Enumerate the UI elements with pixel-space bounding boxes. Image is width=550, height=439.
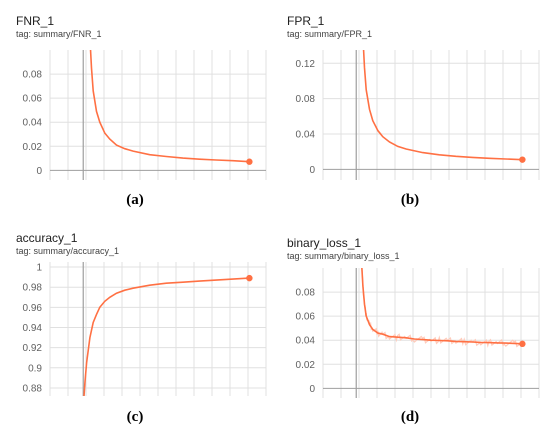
chart-tag: tag: summary/FPR_1 [287,29,373,39]
series-line [83,277,250,396]
y-tick-label: 0 [309,165,315,176]
y-tick-label: 1 [36,263,42,274]
fnr-chart: 0 0.02 0.04 0.06 0.08 [23,50,267,180]
y-tick-label: 0.04 [296,130,316,141]
series-line [362,50,523,161]
y-tick-label: 0.04 [23,118,43,129]
chart-title: FPR_1 [287,14,325,28]
caption-text: (a) [126,192,144,208]
chart-title: binary_loss_1 [287,236,362,250]
chart-tag: tag: summary/accuracy_1 [16,246,120,256]
y-tick-label: 0 [309,384,315,395]
y-tick-label: 0.96 [23,303,43,314]
chart-title: accuracy_1 [16,231,78,245]
accuracy-chart: 0.88 0.9 0.92 0.94 0.96 0.98 1 [23,262,267,396]
caption-text: (b) [400,192,420,208]
series-last-point [519,340,526,348]
y-tick-label: 0.06 [23,94,43,105]
y-tick-label: 0.08 [23,70,43,81]
caption-d: (d) [390,409,430,426]
fpr-chart: 0 0.04 0.08 0.12 [296,50,540,180]
y-tick-label: 0.98 [23,283,43,294]
y-tick-label: 0.02 [296,360,316,371]
raw-series-line [361,268,522,348]
y-tick-label: 0.9 [28,363,42,374]
caption-text: (d) [400,409,420,425]
series-last-point [246,274,253,282]
y-tick-label: 0.04 [296,336,316,347]
binary-loss-chart: 0 0.02 0.04 0.06 0.08 [296,268,540,398]
y-tick-label: 0.94 [23,323,43,334]
series-last-point [519,156,526,163]
series-line [361,268,523,345]
caption-a: (a) [115,192,155,209]
chart-tag: tag: summary/binary_loss_1 [287,251,400,261]
y-tick-label: 0.06 [296,312,316,323]
y-tick-label: 0.88 [23,383,43,394]
y-tick-label: 0.08 [296,94,316,105]
y-tick-label: 0.12 [296,59,316,70]
y-tick-label: 0 [36,166,42,177]
caption-b: (b) [390,192,430,209]
chart-title: FNR_1 [16,14,55,28]
y-tick-label: 0.92 [23,343,43,354]
series-last-point [246,158,253,165]
caption-c: (c) [115,409,155,426]
caption-text: (c) [126,409,144,425]
y-tick-label: 0.08 [296,288,316,299]
series-line [89,50,250,163]
y-tick-label: 0.02 [23,142,43,153]
chart-tag: tag: summary/FNR_1 [16,29,102,39]
